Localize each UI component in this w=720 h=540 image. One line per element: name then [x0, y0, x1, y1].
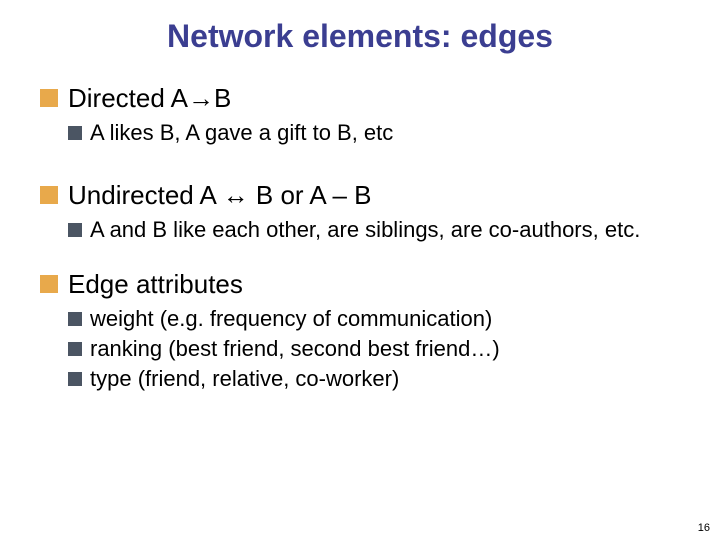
sub-bullet-text: type (friend, relative, co-worker)	[90, 366, 399, 392]
square-bullet-icon	[68, 126, 82, 140]
bullet-edge-attributes: Edge attributes	[40, 269, 680, 300]
square-bullet-icon	[68, 372, 82, 386]
slide-title: Network elements: edges	[40, 18, 680, 55]
sub-bullet-text: weight (e.g. frequency of communication)	[90, 306, 492, 332]
square-bullet-icon	[68, 312, 82, 326]
spacer	[40, 247, 680, 269]
sub-bullet: A and B like each other, are siblings, a…	[68, 217, 680, 243]
page-number: 16	[698, 522, 710, 534]
sub-bullet: type (friend, relative, co-worker)	[68, 366, 680, 392]
sub-bullet: ranking (best friend, second best friend…	[68, 336, 680, 362]
sub-bullet-text: ranking (best friend, second best friend…	[90, 336, 500, 362]
sub-bullet-text: A and B like each other, are siblings, a…	[90, 217, 640, 243]
bullet-text: Directed A→B	[68, 83, 231, 114]
square-bullet-icon	[68, 223, 82, 237]
bullet-text: Edge attributes	[68, 269, 243, 300]
sub-bullet: weight (e.g. frequency of communication)	[68, 306, 680, 332]
sub-bullet: A likes B, A gave a gift to B, etc	[68, 120, 680, 146]
square-bullet-icon	[40, 186, 58, 204]
square-bullet-icon	[40, 275, 58, 293]
slide-container: Network elements: edges Directed A→B A l…	[0, 0, 720, 540]
sub-bullet-text: A likes B, A gave a gift to B, etc	[90, 120, 393, 146]
square-bullet-icon	[40, 89, 58, 107]
bullet-text: Undirected A ↔ B or A – B	[68, 180, 372, 211]
bullet-directed: Directed A→B	[40, 83, 680, 114]
square-bullet-icon	[68, 342, 82, 356]
spacer	[40, 150, 680, 180]
bullet-undirected: Undirected A ↔ B or A – B	[40, 180, 680, 211]
